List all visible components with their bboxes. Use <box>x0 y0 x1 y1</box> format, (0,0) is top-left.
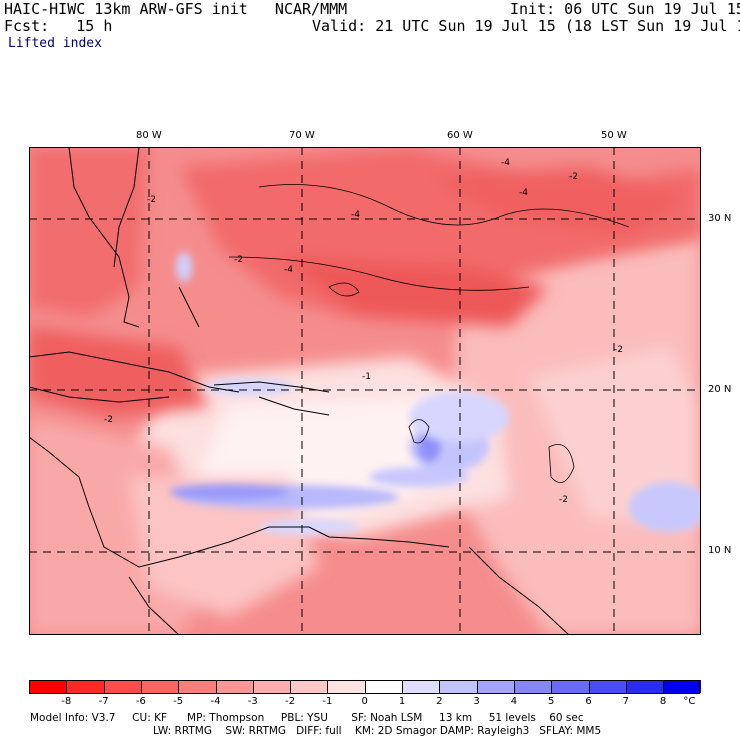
colorbar-tick <box>290 680 292 693</box>
contour-label: -2 <box>569 172 578 182</box>
colorbar-tick <box>252 680 254 693</box>
colorbar-label: -2 <box>285 696 296 707</box>
colorbar-tick <box>140 680 142 693</box>
lon-label-70w: 70 W <box>289 130 315 141</box>
model-info-line1: Model Info: V3.7 CU: KF MP: Thompson PBL… <box>30 712 584 724</box>
colorbar-tick <box>476 680 478 693</box>
contour-label: -2 <box>104 415 113 425</box>
colorbar-label: 7 <box>622 696 629 707</box>
colorbar-tick <box>513 680 515 693</box>
colorbar-swatch <box>29 680 67 693</box>
lon-label-80w: 80 W <box>136 130 162 141</box>
lat-label-20n: 20 N <box>708 384 732 395</box>
contour-label: -2 <box>614 345 623 355</box>
colorbar-tick <box>178 680 180 693</box>
lon-label-60w: 60 W <box>447 130 473 141</box>
colorbar-label: -4 <box>210 696 221 707</box>
lat-lon-grid <box>29 147 701 635</box>
forecast-hour: Fcst: 15 h <box>4 17 113 35</box>
colorbar-tick <box>327 680 329 693</box>
colorbar-tick <box>439 680 441 693</box>
colorbar-label: 4 <box>510 696 518 707</box>
colorbar-swatch <box>663 680 702 693</box>
lon-label-50w: 50 W <box>601 130 627 141</box>
colorbar-label: 3 <box>473 696 480 707</box>
colorbar-swatch <box>290 680 329 693</box>
valid-time: Valid: 21 UTC Sun 19 Jul 15 (18 LST Sun … <box>312 17 740 35</box>
contour-label: -4 <box>351 210 360 220</box>
lat-label-10n: 10 N <box>708 545 732 556</box>
field-name: Lifted index <box>8 36 102 51</box>
colorbar-swatch <box>402 680 440 693</box>
colorbar-swatch <box>252 680 291 693</box>
colorbar-swatch <box>513 680 552 693</box>
colorbar-label: 0 <box>361 696 368 707</box>
colorbar-tick <box>588 680 590 693</box>
colorbar-label: -6 <box>135 696 146 707</box>
title-line1-left: HAIC-HIWC 13km ARW-GFS init NCAR/MMM <box>4 0 348 18</box>
colorbar-tick <box>103 680 105 693</box>
colorbar-swatch <box>588 680 627 693</box>
colorbar-swatch <box>364 680 403 693</box>
coastlines <box>29 147 570 635</box>
colorbar-tick <box>215 680 217 693</box>
contour-label: -4 <box>501 158 510 168</box>
colorbar-tick <box>66 680 68 693</box>
colorbar-swatch <box>476 680 515 693</box>
colorbar-label: -3 <box>247 696 258 707</box>
contour-label: -2 <box>559 495 568 505</box>
contour-label: -4 <box>519 188 528 198</box>
colorbar-swatch <box>551 680 590 693</box>
lat-label-30n: 30 N <box>708 213 732 224</box>
colorbar-swatch <box>327 680 366 693</box>
colorbar-border <box>29 680 700 694</box>
colorbar-swatch <box>178 680 217 693</box>
lifted-index-map: -4 -4 -4 -2 -2 -4 -2 -2 -1 -2 -2 <box>29 147 701 635</box>
colorbar-tick <box>364 680 366 693</box>
colorbar-swatch <box>625 680 664 693</box>
colorbar-label: 8 <box>659 696 667 707</box>
colorbar-label: -7 <box>98 696 109 707</box>
init-time: Init: 06 UTC Sun 19 Jul 15 <box>510 0 740 18</box>
colorbar-label: °C <box>683 696 696 707</box>
colorbar-tick <box>551 680 553 693</box>
colorbar-label: -8 <box>61 696 72 707</box>
colorbar-label: 6 <box>585 696 592 707</box>
contour-label: -2 <box>147 195 156 205</box>
contour-label: -4 <box>284 265 293 275</box>
colorbar-swatch <box>66 680 105 693</box>
colorbar-label: 1 <box>398 696 406 707</box>
contour-label: -2 <box>234 255 243 265</box>
li-contours <box>228 184 630 484</box>
contour-label: -1 <box>362 372 371 382</box>
colorbar-tick <box>625 680 627 693</box>
colorbar-swatch <box>140 680 179 693</box>
colorbar-tick <box>402 680 403 693</box>
colorbar-tick <box>663 680 665 693</box>
map-frame <box>29 147 701 635</box>
colorbar-label: 2 <box>436 696 443 707</box>
field-shading <box>29 147 701 635</box>
colorbar-label: -1 <box>322 696 333 707</box>
colorbar-label: 5 <box>548 696 555 707</box>
colorbar-label: -5 <box>173 696 184 707</box>
colorbar-swatch <box>215 680 254 693</box>
colorbar-swatch <box>103 680 142 693</box>
colorbar-swatch <box>439 680 478 693</box>
model-info-line2: LW: RRTMG SW: RRTMG DIFF: full KM: 2D Sm… <box>153 725 602 737</box>
